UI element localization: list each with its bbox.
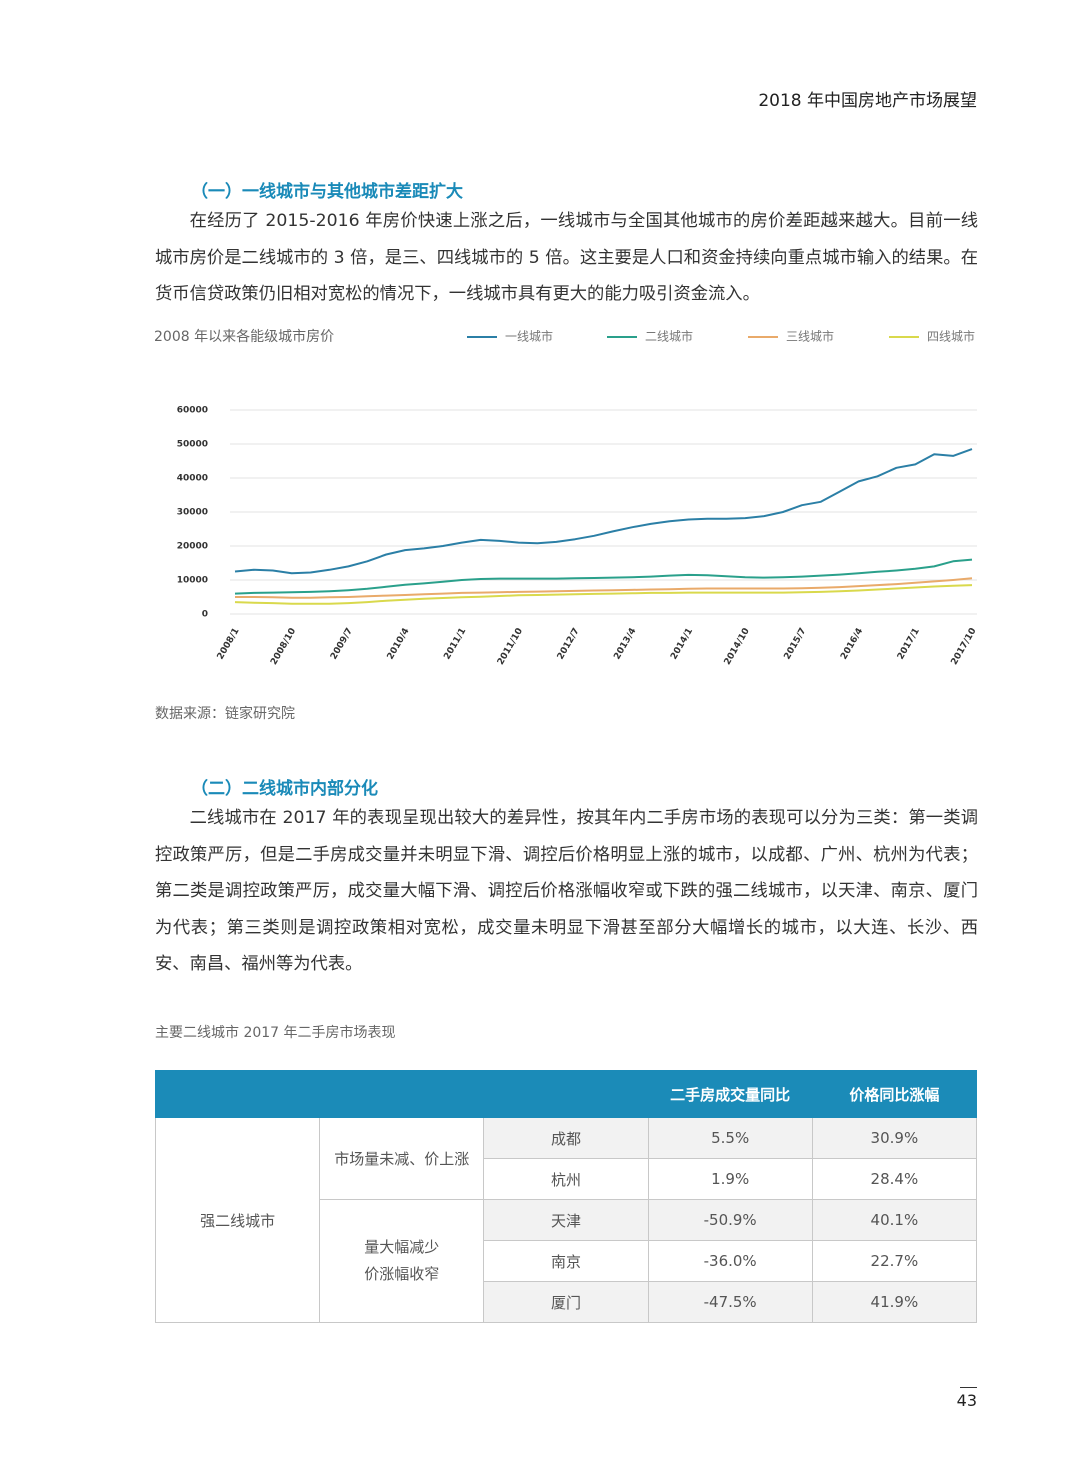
row: 强二线城市 市场量未减、价上涨 成都 5.5% 30.9% — [154, 1117, 978, 1323]
section-heading: （二）二线城市内部分化 — [191, 779, 378, 799]
header-cell: 二手房成交量同比 — [647, 1070, 813, 1118]
cell: 南京 — [483, 1240, 649, 1282]
cell: 41.9% — [811, 1281, 978, 1323]
paragraph: 二线城市在 2017 年的表现呈现出较大的差异性，按其年内二手房市场的表现可以分… — [155, 808, 978, 974]
x-tick-label: 2014/10 — [723, 627, 752, 667]
x-tick-label: 2009/7 — [329, 627, 355, 662]
x-tick-label: 2017/1 — [896, 627, 922, 662]
x-tick-label: 2014/1 — [669, 627, 695, 662]
chart: 2008 年以来各能级城市房价 0 10000 20000 30000 40000 500… — [154, 328, 979, 667]
data-table: 二手房成交量同比 价格同比涨幅 强二线城市 市场量未减、价上涨 成都 5.5% … — [154, 1070, 978, 1323]
row: 南京 -36.0% 22.7% — [156, 1240, 978, 1282]
legend-label: 二线城市 — [645, 329, 693, 344]
y-tick-label: 20000 — [177, 542, 208, 552]
cell: 22.7% — [811, 1240, 978, 1282]
series-line — [234, 584, 973, 605]
row: 杭州 1.9% 28.4% — [156, 1158, 978, 1200]
x-tick-label: 2012/7 — [556, 627, 582, 662]
cell: 30.9% — [811, 1117, 978, 1159]
subgroup-cell: 量大幅减少 价涨幅收窄 — [319, 1199, 485, 1323]
x-tick-label: 2011/10 — [496, 627, 525, 667]
subgroup-label: 量大幅减少 — [364, 1238, 440, 1256]
chart-title: 2008 年以来各能级城市房价 — [154, 328, 334, 345]
series-line — [235, 577, 973, 599]
x-tick-label: 2008/10 — [269, 627, 298, 667]
group-cell: 强二线城市 — [154, 1117, 321, 1323]
row: 厦门 -47.5% 41.9% — [156, 1281, 978, 1323]
series-line — [234, 448, 973, 575]
page-number: 43 — [956, 1391, 977, 1410]
header-row: 二手房成交量同比 价格同比涨幅 — [154, 1070, 978, 1118]
header-cell — [483, 1070, 649, 1118]
source-note: 数据来源：链家研究院 — [155, 706, 295, 722]
cell: -36.0% — [647, 1240, 813, 1282]
subgroup-label: 市场量未减、价上涨 — [334, 1150, 470, 1168]
cell: 天津 — [483, 1199, 649, 1241]
running-header: 2018 年中国房地产市场展望 — [758, 91, 977, 111]
x-tick-label: 2015/7 — [783, 627, 809, 662]
x-tick-label: 2017/10 — [950, 627, 979, 667]
header-cell — [319, 1070, 485, 1118]
subgroup-cell: 市场量未减、价上涨 — [319, 1117, 485, 1200]
y-tick-label: 40000 — [177, 474, 208, 484]
cell: -47.5% — [647, 1281, 813, 1323]
cell: 杭州 — [483, 1158, 649, 1200]
cell: 厦门 — [483, 1281, 649, 1323]
cell: 28.4% — [811, 1158, 978, 1200]
x-tick-label: 2011/1 — [442, 627, 468, 662]
cell: 40.1% — [811, 1199, 978, 1241]
row: 量大幅减少 价涨幅收窄 天津 -50.9% 40.1% — [156, 1199, 978, 1323]
page-rule — [960, 1387, 977, 1388]
cell: 1.9% — [647, 1158, 813, 1200]
y-tick-label: 30000 — [177, 508, 208, 518]
section-heading: （一）一线城市与其他城市差距扩大 — [191, 182, 463, 202]
y-tick-label: 10000 — [177, 576, 208, 586]
header-cell — [154, 1070, 321, 1118]
series-line — [234, 558, 973, 595]
legend-label: 三线城市 — [786, 329, 834, 344]
y-tick-label: 0 — [202, 610, 208, 620]
subgroup-label: 价涨幅收窄 — [364, 1265, 440, 1283]
table-title: 主要二线城市 2017 年二手房市场表现 — [155, 1025, 396, 1041]
x-tick-label: 2008/1 — [216, 627, 242, 662]
y-tick-label: 60000 — [177, 406, 208, 416]
x-tick-label: 2013/4 — [612, 627, 638, 662]
x-tick-label: 2010/4 — [386, 627, 412, 662]
cell: 5.5% — [647, 1117, 813, 1159]
x-tick-label: 2016/4 — [839, 627, 865, 662]
y-tick-label: 50000 — [177, 440, 208, 450]
paragraph: 在经历了 2015-2016 年房价快速上涨之后，一线城市与全国其他城市的房价差… — [155, 211, 978, 304]
cell: 成都 — [483, 1117, 649, 1159]
cell: -50.9% — [647, 1199, 813, 1241]
legend-label: 四线城市 — [927, 329, 975, 344]
legend-label: 一线城市 — [505, 329, 553, 344]
header-cell: 价格同比涨幅 — [811, 1070, 978, 1118]
